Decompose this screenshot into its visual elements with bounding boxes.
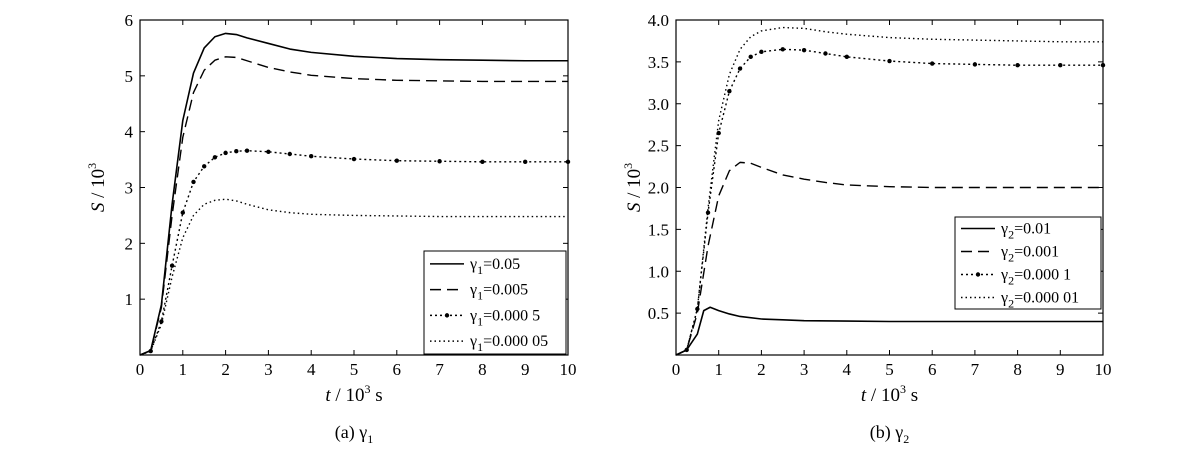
x-tick-label: 4 — [843, 360, 852, 379]
series-point — [394, 158, 399, 163]
legend-label: γ1=0.000 5 — [469, 307, 540, 328]
y-tick-label: 3.0 — [648, 95, 669, 114]
series-point — [223, 150, 228, 156]
x-tick-label: 3 — [800, 360, 809, 379]
y-tick-label: 6 — [125, 11, 134, 30]
chart-panel-a: 0 1 2 3 4 5 6 7 8 9 10 1 2 3 4 5 6 t / 103 s S / 103 (a) γ1… — [85, 11, 577, 446]
legend-box — [954, 216, 1102, 310]
y-tick-label: 4.0 — [648, 11, 669, 30]
x-tick-label: 7 — [971, 360, 980, 379]
series-point — [244, 148, 250, 153]
series-point — [759, 49, 764, 55]
series-point — [523, 159, 528, 165]
panel-caption: (b) γ2 — [870, 422, 909, 446]
y-tick-label: 0.5 — [648, 304, 669, 323]
series-point — [737, 66, 743, 71]
series-point — [191, 179, 196, 185]
x-tick-label: 0 — [672, 360, 681, 379]
legend-label: γ1=0.05 — [469, 256, 520, 277]
legend-label: γ2=0.000 01 — [1000, 290, 1079, 311]
series-point — [801, 47, 807, 53]
series-point — [727, 88, 732, 94]
series-point — [1100, 63, 1106, 68]
y-tick-label: 4 — [125, 123, 134, 142]
x-tick-label: 7 — [435, 360, 444, 379]
series-point — [972, 62, 978, 67]
legend-label: γ2=0.01 — [1000, 221, 1051, 242]
x-tick-label: 5 — [350, 360, 359, 379]
x-tick-label: 8 — [478, 360, 487, 379]
x-tick-label: 1 — [179, 360, 188, 379]
series-point — [169, 263, 175, 268]
series-point — [212, 155, 218, 160]
x-tick-label: 10 — [560, 360, 577, 379]
series-point — [823, 51, 828, 56]
y-axis-label: S / 103 — [85, 163, 109, 212]
series-line-1 — [139, 56, 568, 356]
x-tick-label: 3 — [264, 360, 273, 379]
legend-label: γ2=0.000 1 — [1000, 267, 1071, 288]
series-line-0 — [675, 306, 1103, 356]
series-point — [287, 151, 292, 157]
series-point — [780, 47, 785, 52]
legend: γ1=0.05 γ1=0.005 γ1=0.000 5 γ1=0.000 05 — [423, 250, 567, 355]
y-tick-label: 3 — [125, 179, 134, 198]
x-tick-label: 8 — [1013, 360, 1022, 379]
series-point — [887, 58, 892, 64]
x-tick-label: 4 — [307, 360, 316, 379]
x-tick-label: 6 — [928, 360, 937, 379]
series-point — [437, 159, 442, 164]
x-tick-label: 10 — [1095, 360, 1112, 379]
x-tick-label: 5 — [885, 360, 894, 379]
panel-caption: (a) γ1 — [335, 422, 373, 446]
series-point — [748, 54, 753, 60]
y-axis-label: S / 103 — [621, 163, 645, 212]
series-point — [1015, 63, 1020, 68]
y-tick-label: 2.5 — [648, 137, 669, 156]
series-line-0 — [139, 32, 568, 356]
chart-panel-b: 0 1 2 3 4 5 6 7 8 9 10 0.5 1.0 1.5 2.0 2.5 3.0 3.5 4.0 t / … — [621, 11, 1112, 446]
x-axis-label: t / 103 s — [861, 382, 918, 406]
series-line-1 — [675, 161, 1103, 356]
y-tick-label: 1.5 — [648, 220, 669, 239]
series-point — [234, 149, 239, 154]
legend-label: γ1=0.005 — [469, 282, 528, 303]
y-tick-label: 2 — [125, 234, 134, 253]
series-line-3 — [139, 198, 568, 356]
series-point — [565, 159, 571, 165]
series-point — [309, 154, 314, 159]
x-tick-label: 9 — [1056, 360, 1065, 379]
legend-label: γ2=0.001 — [1000, 244, 1059, 265]
legend-label: γ1=0.000 05 — [469, 333, 548, 354]
x-tick-label: 2 — [757, 360, 766, 379]
legend-box — [423, 250, 567, 355]
y-tick-label: 5 — [125, 67, 134, 86]
x-tick-label: 2 — [221, 360, 230, 379]
series-point — [159, 319, 164, 324]
series-point — [1058, 63, 1063, 68]
y-tick-label: 2.0 — [648, 179, 669, 198]
series-point — [480, 159, 485, 165]
legend-marker — [444, 313, 450, 318]
y-tick-label: 3.5 — [648, 53, 669, 72]
series-point — [266, 149, 271, 154]
series-point — [202, 164, 207, 169]
legend-marker — [975, 272, 981, 277]
series-point — [844, 54, 849, 60]
x-tick-label: 6 — [393, 360, 402, 379]
y-tick-label: 1.0 — [648, 262, 669, 281]
series-point — [930, 61, 935, 66]
x-tick-label: 0 — [136, 360, 145, 379]
series-point — [180, 210, 185, 215]
series-point — [351, 156, 357, 162]
x-axis-label: t / 103 s — [325, 382, 382, 406]
x-tick-label: 9 — [521, 360, 530, 379]
x-tick-label: 1 — [714, 360, 723, 379]
y-tick-label: 1 — [125, 290, 134, 309]
